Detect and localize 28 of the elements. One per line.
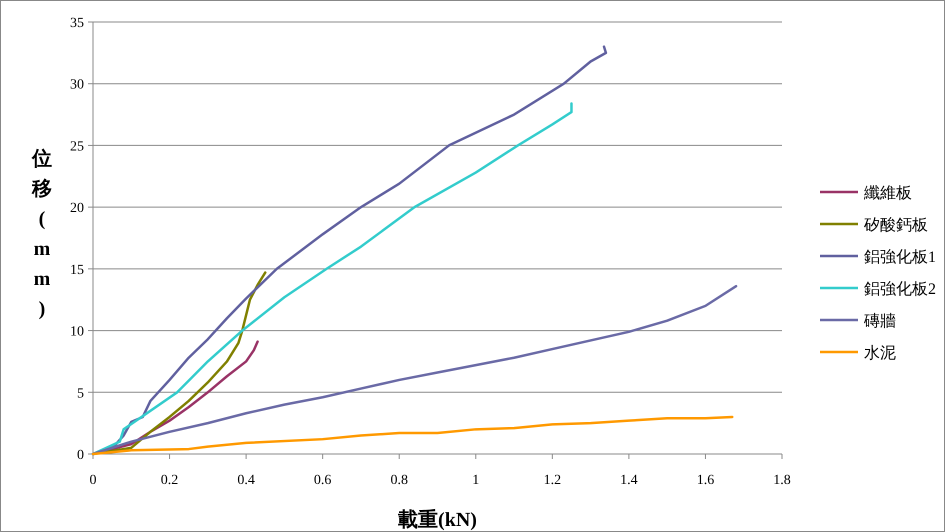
legend-label: 磚牆 bbox=[863, 312, 896, 330]
y-tick-label: 0 bbox=[77, 448, 84, 463]
y-axis-title: 位移(mm) bbox=[31, 148, 52, 320]
y-tick-label: 5 bbox=[77, 386, 84, 402]
legend-label: 鋁強化板1 bbox=[864, 248, 936, 266]
y-tick-label: 25 bbox=[70, 139, 84, 154]
y-tick-label: 10 bbox=[70, 324, 84, 340]
line-series bbox=[92, 102, 573, 456]
x-tick-label: 1.4 bbox=[620, 473, 638, 488]
x-tick-label: 0.2 bbox=[160, 473, 178, 488]
x-tick-label: 1.8 bbox=[773, 473, 791, 488]
x-tick-label: 1 bbox=[472, 473, 480, 488]
legend-label: 水泥 bbox=[864, 344, 896, 362]
x-tick-label: 1.2 bbox=[544, 473, 562, 488]
line-series bbox=[92, 416, 734, 456]
x-axis-title: 載重(kN) bbox=[397, 508, 477, 531]
y-tick-label: 30 bbox=[70, 78, 84, 93]
x-tick-label: 0.6 bbox=[314, 473, 332, 488]
x-tick-label: 0 bbox=[90, 473, 96, 488]
x-tick-label: 0.8 bbox=[390, 473, 408, 488]
y-tick-label: 35 bbox=[70, 16, 84, 31]
x-tick-label: 0.4 bbox=[237, 473, 255, 488]
legend-label: 矽酸鈣板 bbox=[863, 216, 928, 234]
y-tick-label: 20 bbox=[70, 201, 84, 216]
y-tick-label: 15 bbox=[70, 262, 84, 278]
legend-label: 鋁強化板2 bbox=[864, 280, 936, 298]
legend-label: 纖維板 bbox=[863, 184, 912, 202]
x-tick-label: 1.6 bbox=[696, 473, 714, 488]
